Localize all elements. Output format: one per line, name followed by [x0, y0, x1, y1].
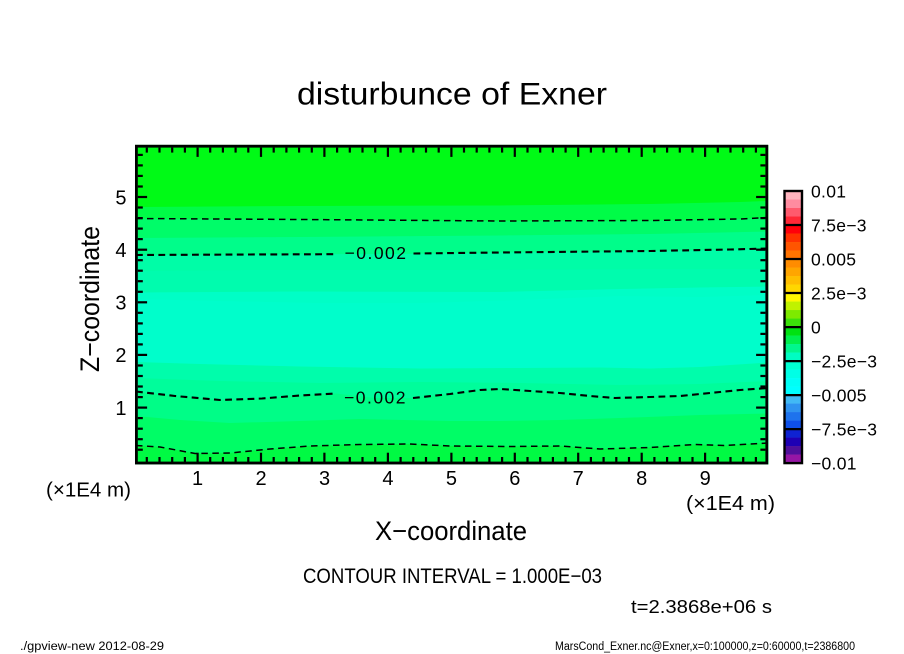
svg-text:CONTOUR INTERVAL = 1.000E−03: CONTOUR INTERVAL = 1.000E−03 — [303, 565, 602, 588]
svg-text:t=2.3868e+06 s: t=2.3868e+06 s — [631, 597, 772, 617]
svg-text:(×1E4 m): (×1E4 m) — [686, 493, 775, 515]
svg-text:./gpview-new 2012-08-29: ./gpview-new 2012-08-29 — [20, 641, 164, 653]
svg-text:1: 1 — [192, 468, 203, 490]
svg-text:6: 6 — [509, 468, 520, 490]
svg-text:0.005: 0.005 — [811, 249, 856, 269]
svg-text:−7.5e−3: −7.5e−3 — [811, 420, 877, 440]
svg-text:2: 2 — [115, 345, 126, 367]
svg-text:1: 1 — [115, 398, 126, 420]
svg-text:0.01: 0.01 — [811, 181, 846, 201]
svg-text:−0.002: −0.002 — [345, 243, 407, 263]
svg-text:−0.002: −0.002 — [344, 388, 406, 408]
svg-text:(×1E4 m): (×1E4 m) — [46, 480, 131, 502]
svg-text:2: 2 — [255, 468, 266, 490]
svg-text:3: 3 — [115, 293, 126, 315]
svg-text:Z−coordinate: Z−coordinate — [75, 226, 105, 372]
svg-text:7: 7 — [573, 468, 584, 490]
svg-text:4: 4 — [382, 468, 393, 490]
svg-text:5: 5 — [446, 468, 457, 490]
svg-text:disturbunce of Exner: disturbunce of Exner — [297, 76, 607, 112]
svg-text:9: 9 — [700, 468, 711, 490]
svg-text:4: 4 — [115, 240, 126, 262]
svg-text:5: 5 — [115, 187, 126, 209]
svg-text:X−coordinate: X−coordinate — [375, 516, 527, 546]
svg-text:−0.01: −0.01 — [811, 454, 857, 474]
svg-text:−0.005: −0.005 — [811, 386, 867, 406]
svg-text:MarsCond_Exner.nc@Exner,x=0:10: MarsCond_Exner.nc@Exner,x=0:100000,z=0:6… — [555, 641, 855, 653]
svg-text:3: 3 — [319, 468, 330, 490]
svg-text:0: 0 — [811, 317, 821, 337]
svg-text:7.5e−3: 7.5e−3 — [811, 215, 867, 235]
svg-text:−2.5e−3: −2.5e−3 — [811, 352, 877, 372]
svg-text:2.5e−3: 2.5e−3 — [811, 283, 867, 303]
svg-text:8: 8 — [636, 468, 647, 490]
